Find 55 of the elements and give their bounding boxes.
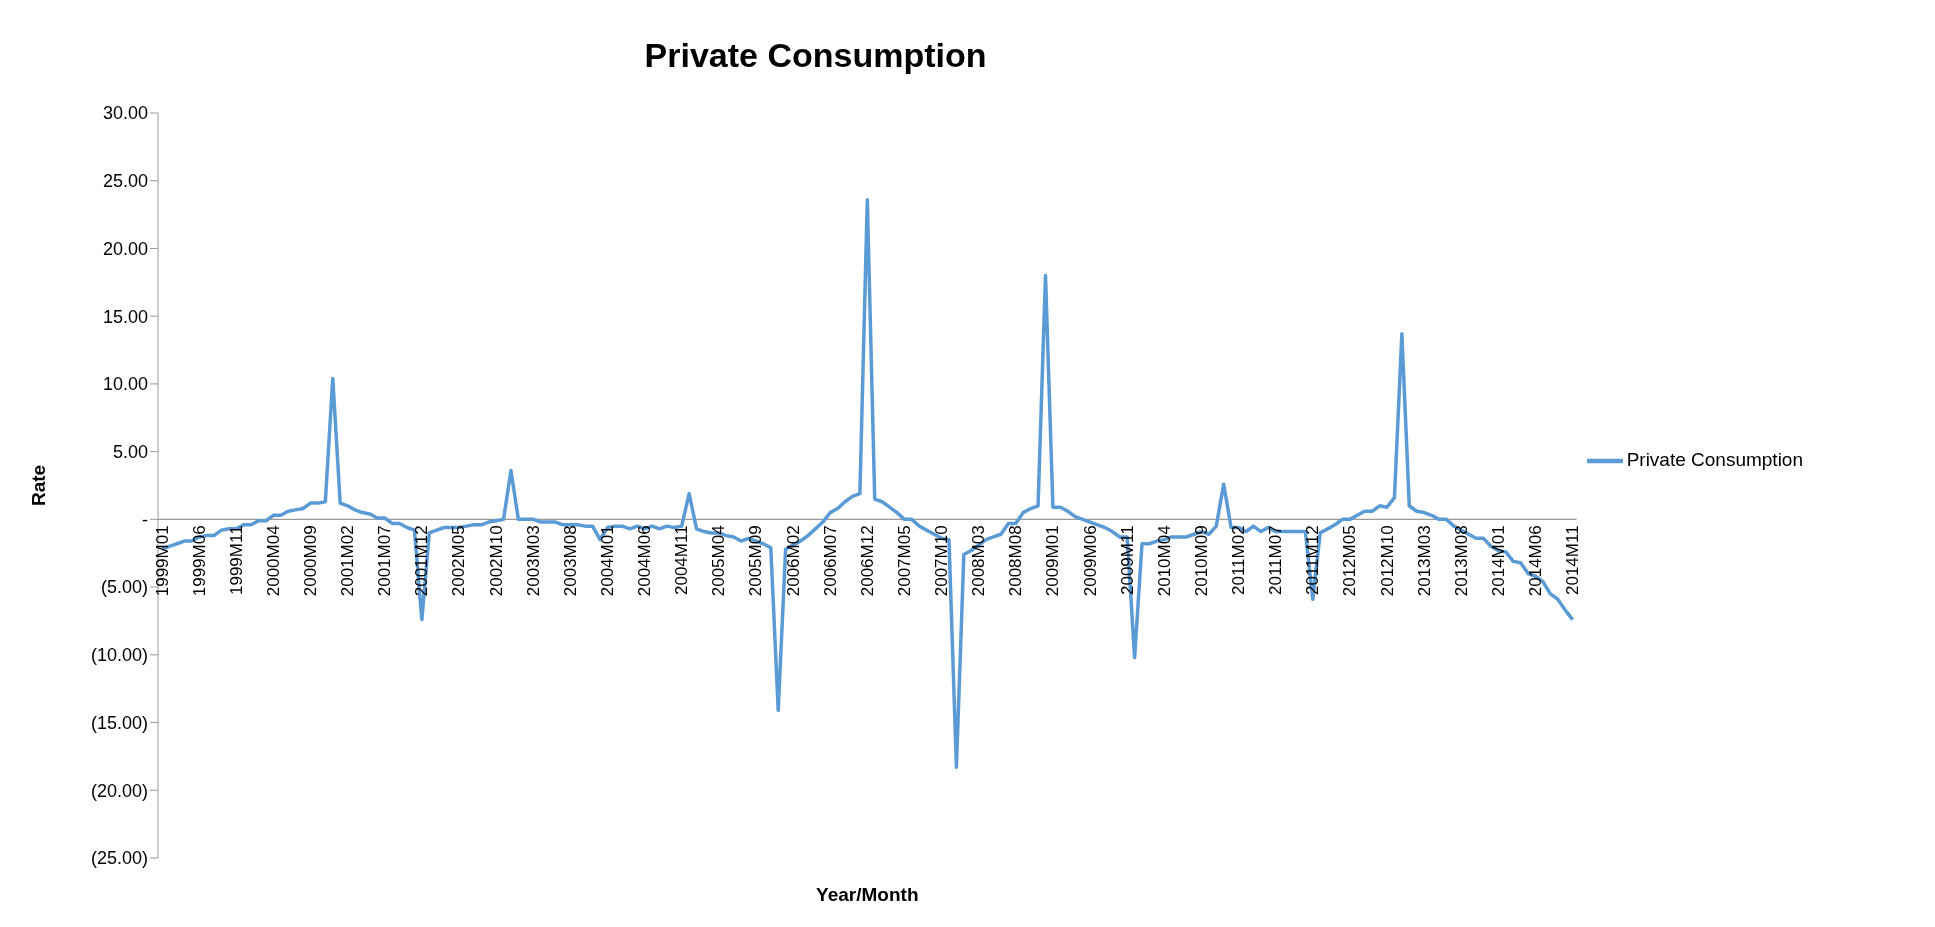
x-tick-label: 2013M03 — [1414, 525, 1434, 597]
x-tick-label: 2014M01 — [1488, 525, 1508, 597]
y-tick-label: (25.00) — [90, 848, 148, 869]
x-tick-label: 2005M04 — [709, 525, 729, 597]
x-tick-label: 2009M06 — [1080, 525, 1100, 597]
y-axis-title: Rate — [27, 464, 49, 507]
x-tick-label: 1999M06 — [189, 525, 209, 597]
x-tick-label: 1999M11 — [226, 525, 246, 595]
y-tick-label: (20.00) — [90, 780, 148, 801]
x-tick-label: 2011M07 — [1266, 525, 1286, 595]
y-tick-label: (15.00) — [90, 712, 148, 733]
x-tick-label: 2010M04 — [1154, 525, 1174, 597]
x-tick-label: 2000M04 — [263, 525, 283, 597]
x-tick-label: 1999M01 — [152, 525, 172, 597]
x-tick-label: 2001M07 — [375, 525, 395, 597]
x-axis-title: Year/Month — [816, 884, 919, 905]
y-tick-label: 30.00 — [102, 103, 148, 124]
y-tick-label: 20.00 — [102, 238, 148, 259]
y-tick-label: 5.00 — [112, 442, 148, 463]
x-tick-label: 2004M01 — [597, 525, 617, 597]
y-tick-label: (10.00) — [90, 645, 148, 666]
y-tick-label: 15.00 — [102, 306, 148, 327]
x-tick-label: 2006M12 — [857, 525, 877, 597]
x-tick-label: 2002M10 — [486, 525, 506, 597]
x-tick-label: 2012M10 — [1377, 525, 1397, 597]
x-tick-label: 2012M05 — [1340, 525, 1360, 597]
x-tick-label: 2005M09 — [746, 525, 766, 597]
x-tick-label: 2000M09 — [300, 525, 320, 597]
x-tick-label: 2014M11 — [1563, 525, 1583, 595]
x-tick-label: 2009M01 — [1043, 525, 1063, 597]
y-tick-label: - — [142, 509, 148, 530]
x-tick-label: 2009M11 — [1117, 525, 1137, 595]
y-tick-label: 25.00 — [102, 171, 148, 192]
x-tick-label: 2007M05 — [894, 525, 914, 597]
chart-title: Private Consumption — [643, 36, 988, 75]
x-tick-label: 2004M06 — [635, 525, 655, 597]
x-tick-label: 2011M12 — [1303, 525, 1323, 595]
y-tick-label: 10.00 — [102, 374, 148, 395]
x-tick-label: 2003M08 — [560, 525, 580, 597]
x-tick-label: 2003M03 — [523, 525, 543, 597]
legend-label: Private Consumption — [1626, 448, 1803, 470]
x-tick-label: 2013M08 — [1451, 525, 1471, 597]
x-tick-label: 2011M02 — [1229, 525, 1249, 595]
x-tick-label: 2006M02 — [783, 525, 803, 597]
x-tick-label: 2001M02 — [338, 525, 358, 597]
x-tick-label: 2014M06 — [1526, 525, 1545, 597]
x-tick-label: 2007M10 — [932, 525, 952, 597]
x-tick-label: 2002M05 — [449, 525, 469, 597]
x-tick-label: 2001M12 — [412, 525, 432, 597]
x-tick-label: 2004M11 — [672, 525, 692, 595]
y-tick-label: (5.00) — [100, 577, 148, 598]
x-tick-label: 2008M03 — [969, 525, 989, 597]
x-tick-label: 2006M07 — [820, 525, 840, 597]
x-tick-label: 2008M08 — [1006, 525, 1026, 597]
x-tick-label: 2010M09 — [1191, 525, 1211, 597]
